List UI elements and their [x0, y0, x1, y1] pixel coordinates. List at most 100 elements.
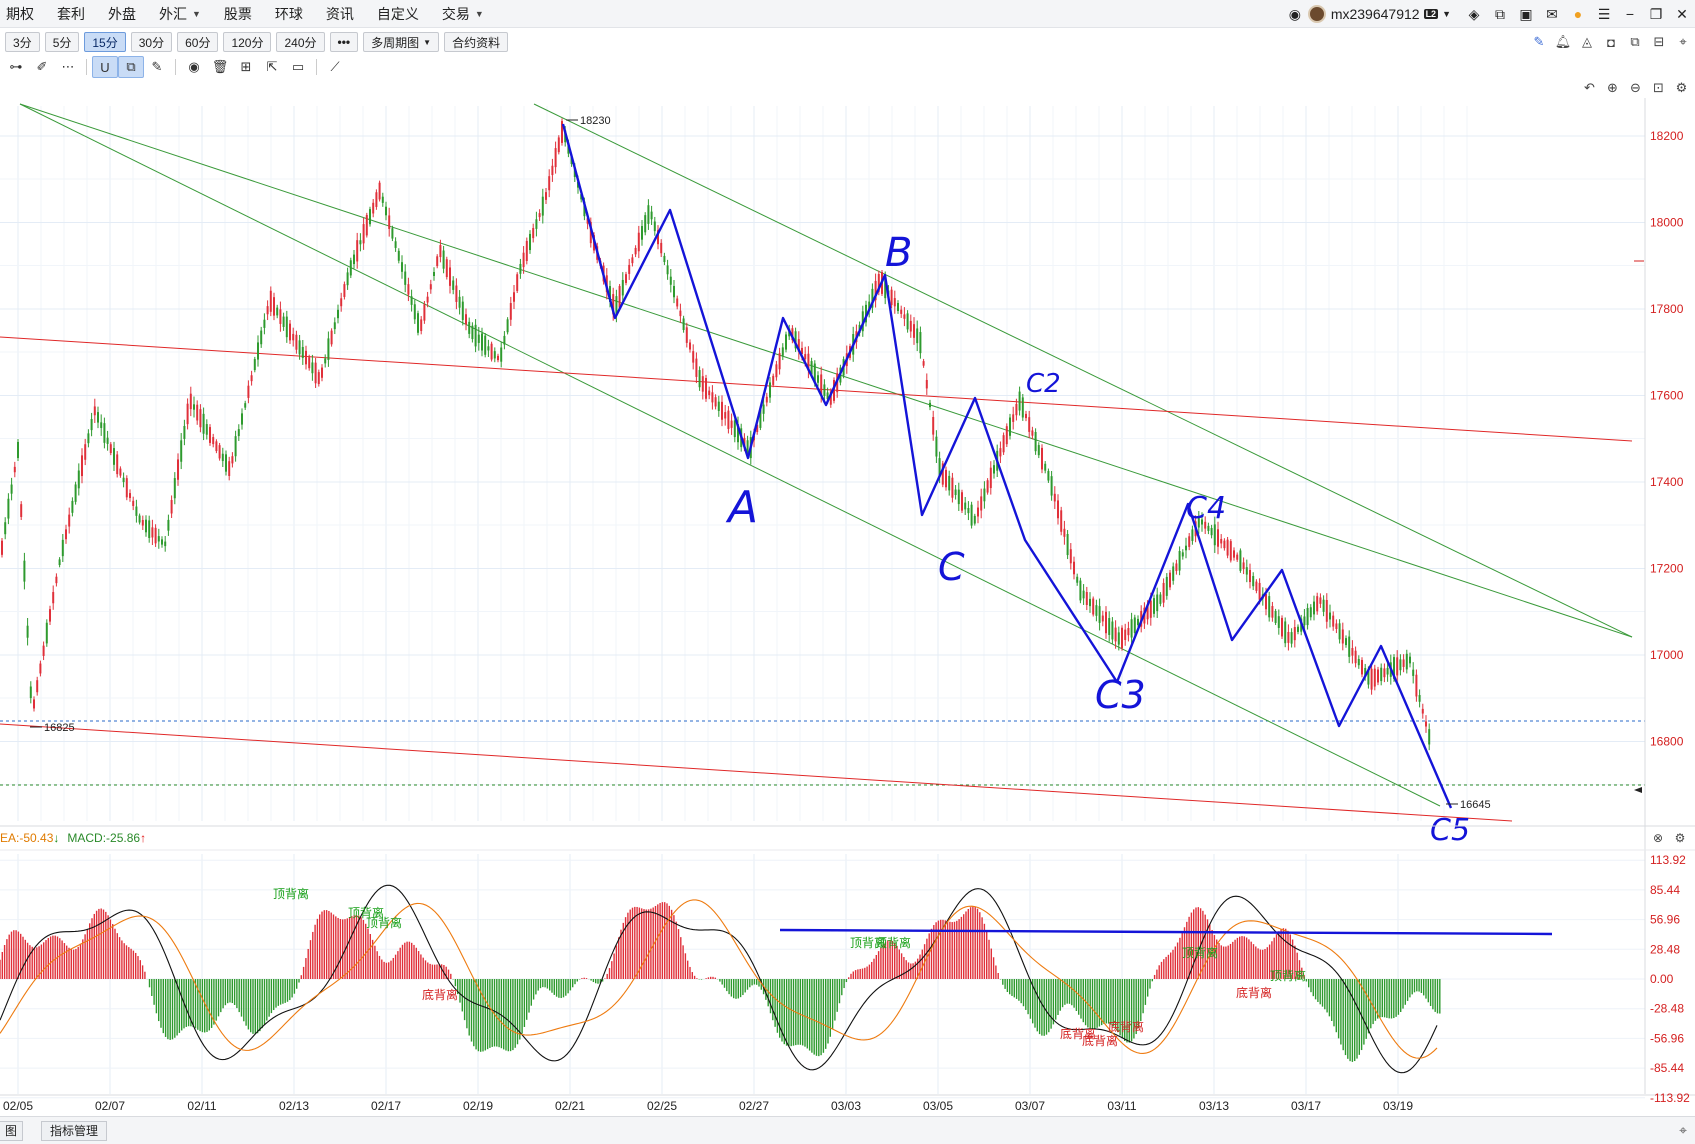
candle-body — [26, 625, 29, 638]
bell-icon[interactable]: ● — [1573, 6, 1583, 22]
contract-info-button[interactable]: 合约资料 — [444, 32, 509, 52]
zoom-out-icon[interactable]: ⊖ — [1630, 80, 1641, 95]
candle-body — [1111, 621, 1114, 640]
edit-icon[interactable]: ✎ — [151, 59, 163, 74]
popout-icon[interactable]: ⧉ — [1495, 5, 1505, 22]
indicator-settings-icon[interactable]: ⚙ — [1674, 831, 1686, 845]
candle-body — [548, 176, 551, 191]
candle-body — [954, 489, 957, 496]
close-indicator-icon[interactable]: ⊗ — [1652, 831, 1664, 845]
grid-icon[interactable]: ⊞ — [240, 59, 252, 74]
candle-body — [13, 466, 16, 473]
template-icon[interactable]: ⊟ — [1653, 34, 1665, 49]
line-tool-icon[interactable]: ⊶ — [9, 59, 23, 74]
magnet-icon[interactable]: U — [92, 56, 118, 78]
alert-icon[interactable]: 🔔︎ — [1554, 34, 1572, 49]
indicator-manager-tab[interactable]: 指标管理 — [41, 1120, 108, 1141]
divider — [316, 59, 317, 75]
candle-body — [1268, 596, 1271, 618]
candle-body — [1223, 540, 1226, 549]
glasses-icon[interactable]: ◉ — [1288, 5, 1301, 22]
candle-body — [980, 496, 983, 511]
menu-global[interactable]: 环球 — [269, 0, 320, 28]
candle-body — [1162, 582, 1165, 603]
candle-body — [1245, 567, 1248, 575]
mail-icon[interactable]: ✉ — [1546, 5, 1558, 22]
copy-icon[interactable]: ⧉ — [1630, 34, 1640, 49]
layers-icon[interactable]: ◈ — [1468, 5, 1480, 22]
candle-body — [1149, 600, 1152, 618]
elliott-wave-path — [561, 123, 1453, 809]
period-120m-button[interactable]: 120分 — [223, 32, 272, 52]
menu-foreign-market[interactable]: 外盘 — [102, 0, 153, 28]
user-menu[interactable]: mx239647912 L2 ▼ — [1307, 5, 1451, 23]
menu-arbitrage[interactable]: 套利 — [51, 0, 102, 28]
multi-period-dropdown[interactable]: 多周期图 ▼ — [363, 32, 440, 52]
candle-body — [205, 424, 208, 435]
divergence-label: 顶背离 — [348, 905, 384, 920]
divergence-label: 底背离 — [1060, 1026, 1096, 1041]
undo-icon[interactable]: ↶ — [1584, 80, 1595, 95]
restore-icon[interactable]: ❐ — [1649, 5, 1663, 22]
list-menu-icon[interactable]: ☰ — [1597, 5, 1611, 22]
candle-body — [897, 303, 899, 311]
period-3m-button[interactable]: 3分 — [5, 32, 40, 52]
candle-body — [1057, 500, 1059, 519]
candle-body — [1265, 593, 1267, 610]
brush-tool-icon[interactable]: ✐ — [36, 59, 48, 74]
comment-icon[interactable]: ▭ — [291, 59, 305, 74]
close-icon[interactable]: ✕ — [1676, 5, 1688, 22]
crosshair-icon[interactable]: ⌖ — [1679, 34, 1687, 49]
minimize-icon[interactable]: − — [1625, 6, 1635, 22]
menu-label: 交易 — [441, 5, 470, 22]
candle-body — [420, 319, 423, 331]
candle-body — [292, 333, 295, 341]
down-arrow-icon: ↓ — [53, 831, 60, 845]
period-240m-button[interactable]: 240分 — [276, 32, 325, 52]
camera-icon[interactable]: ◘ — [1607, 34, 1615, 50]
candle-body — [385, 206, 387, 216]
macd-header: EA:-50.43 ↓ MACD:-25.86 ↑ — [0, 829, 146, 847]
candle-body — [455, 285, 458, 302]
more-tools-icon[interactable]: ⋯ — [61, 59, 75, 74]
trend-line-upper — [0, 336, 1633, 442]
location-icon[interactable]: ⌖ — [1679, 1122, 1687, 1138]
candle-body — [314, 362, 317, 384]
candle-body — [698, 370, 701, 388]
stay-in-draw-icon[interactable]: ⧉ — [118, 56, 144, 78]
period-30m-button[interactable]: 30分 — [130, 32, 173, 52]
menu-options[interactable]: 期权 — [0, 0, 51, 28]
menu-news[interactable]: 资讯 — [320, 0, 371, 28]
pen-icon[interactable]: ✎ — [1533, 34, 1545, 49]
candle-body — [77, 470, 80, 489]
menu-stocks[interactable]: 股票 — [218, 0, 269, 28]
more-periods-button[interactable]: ••• — [329, 32, 359, 52]
caret-down-icon: ▼ — [1442, 9, 1451, 19]
period-5m-button[interactable]: 5分 — [44, 32, 80, 52]
menu-custom[interactable]: 自定义 — [371, 0, 436, 28]
screenshot-icon[interactable]: ▣ — [1519, 5, 1533, 22]
candle-body — [679, 310, 682, 317]
eye-icon[interactable]: ◉ — [188, 59, 200, 74]
chart-tab[interactable]: 图 — [0, 1120, 24, 1141]
time-tick-label: 02/07 — [95, 1099, 125, 1113]
candle-body — [660, 242, 663, 254]
menu-trade[interactable]: 交易 ▼ — [436, 0, 501, 28]
drop-icon[interactable]: ◬ — [1582, 34, 1592, 49]
candle-body — [1274, 610, 1277, 623]
time-tick-label: 03/03 — [831, 1099, 861, 1113]
wave-label: C4 — [1186, 491, 1226, 526]
candle-body — [631, 257, 634, 264]
settings-icon[interactable]: ⚙ — [1675, 80, 1688, 95]
export-icon[interactable]: ⇱ — [266, 59, 278, 74]
layout-icon[interactable]: ⊡ — [1653, 80, 1664, 95]
period-15m-button[interactable]: 15分 — [84, 32, 126, 52]
trash-icon[interactable]: 🗑︎ — [211, 59, 229, 74]
ruler-icon[interactable]: ⟋ — [330, 59, 340, 74]
period-60m-button[interactable]: 60分 — [177, 32, 219, 52]
price-tick-label: 17200 — [1650, 562, 1684, 576]
menu-forex[interactable]: 外汇 ▼ — [153, 0, 218, 28]
zoom-in-icon[interactable]: ⊕ — [1607, 80, 1618, 95]
candle-body — [1249, 569, 1251, 583]
